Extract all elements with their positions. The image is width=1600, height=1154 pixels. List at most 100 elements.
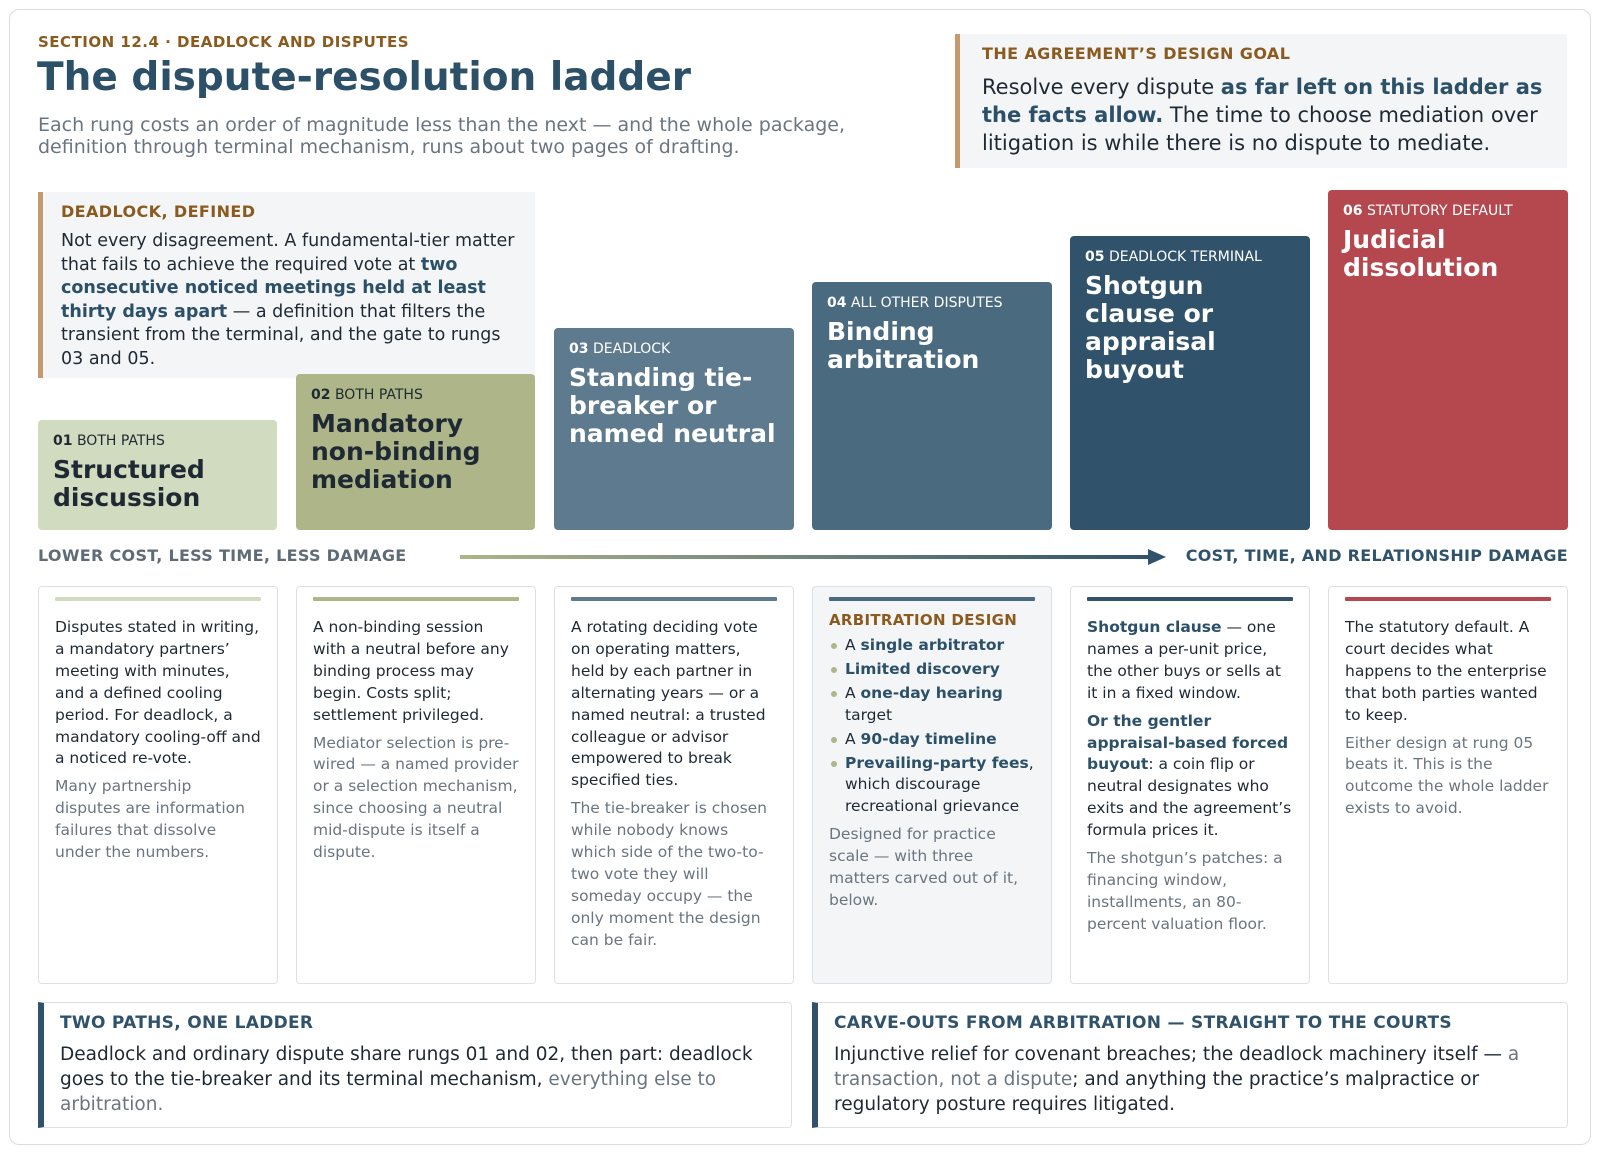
deadlock-defined-bold: two consecutive noticed meetings held at… [61, 254, 486, 322]
shotgun-clause-term: Shotgun clause [1087, 618, 1222, 636]
rung-05-shotgun-buyout: 05 DEADLOCK TERMINAL Shotgun clause or a… [1070, 236, 1310, 530]
rung-path: ALL OTHER DISPUTES [850, 295, 1003, 311]
two-paths-main: Deadlock and ordinary dispute share rung… [60, 1044, 753, 1090]
rung-04-detail-card: ARBITRATION DESIGN A single arbitrator L… [812, 586, 1052, 984]
rung-number: 01 [53, 433, 73, 449]
item-bold: 90-day timeline [860, 729, 997, 748]
carve-outs-label: CARVE-OUTS FROM ARBITRATION — STRAIGHT T… [834, 1013, 1452, 1033]
rung-01-detail-card: Disputes stated in writing, a mandatory … [38, 586, 278, 984]
list-item: A single arbitrator [829, 635, 1035, 657]
arbitration-design-label: ARBITRATION DESIGN [829, 611, 1018, 629]
appraisal-buyout-text: : a coin flip or neutral designates who … [1087, 755, 1292, 840]
appraisal-buyout-term: Or the gentler appraisal-based forced bu… [1087, 711, 1289, 774]
rung-03-tie-breaker: 03 DEADLOCK Standing tie-breaker or name… [554, 328, 794, 530]
carve-outs-muted: a transaction, not a dispute [834, 1044, 1520, 1090]
rung-05-detail-card: Shotgun clause — one names a per-unit pr… [1070, 586, 1310, 984]
card-note-text: Many partnership disputes are informatio… [55, 777, 245, 862]
shotgun-clause-text: — one names a per-unit price, the other … [1087, 618, 1282, 702]
cost-arrow-icon [460, 549, 1166, 565]
rung-path: DEADLOCK [592, 341, 671, 357]
card-note-text: The tie-breaker is chosen while nobody k… [571, 799, 768, 949]
list-item: Limited discovery [829, 659, 1035, 681]
card-main-text: Shotgun clause — one names a per-unit pr… [1087, 617, 1293, 705]
rung-04-arbitration: 04 ALL OTHER DISPUTES Binding arbitratio… [812, 282, 1052, 530]
rung-number: 06 [1343, 203, 1363, 219]
page-title: The dispute-resolution ladder [37, 55, 692, 100]
rung-02-detail-card: A non-binding session with a neutral bef… [296, 586, 536, 984]
deadlock-defined-text: Not every disagreement. A fundamental-ti… [61, 230, 517, 371]
two-paths-label: TWO PATHS, ONE LADDER [60, 1013, 314, 1033]
rung-tag: 04 ALL OTHER DISPUTES [827, 295, 1037, 311]
design-goal-label: THE AGREEMENT’S DESIGN GOAL [982, 44, 1291, 63]
carve-outs-text: Injunctive relief for covenant breaches;… [834, 1042, 1551, 1117]
rung-title: Shotgun clause or appraisal buyout [1085, 271, 1216, 384]
list-item: Prevailing-party fees, which discourage … [829, 753, 1035, 819]
rung-title: Structured discussion [53, 455, 205, 512]
item-pre: A [845, 683, 861, 702]
page-subtitle: Each rung costs an order of magnitude le… [38, 114, 846, 158]
rung-number: 05 [1085, 249, 1105, 265]
design-goal-text-pre: Resolve every dispute [982, 75, 1221, 99]
rung-title: Binding arbitration [827, 317, 980, 374]
rung-tag: 01 BOTH PATHS [53, 433, 262, 449]
deadlock-defined-post: — a definition that filters the transien… [61, 301, 501, 369]
rung-title: Mandatory non-binding mediation [311, 409, 481, 494]
section-eyebrow: SECTION 12.4 · DEADLOCK AND DISPUTES [38, 33, 410, 51]
card-accent-bar [829, 597, 1035, 601]
list-item: A 90-day timeline [829, 729, 1035, 751]
page-frame [9, 9, 1591, 1145]
design-goal-text-bold: as far left on this ladder as the facts … [982, 75, 1543, 127]
item-post: target [845, 705, 893, 724]
item-pre: A [845, 636, 861, 654]
deadlock-defined-pre: Not every disagreement. A fundamental-ti… [61, 231, 515, 275]
list-item: A one-day hearing target [829, 683, 1035, 727]
card-accent-bar [1345, 597, 1551, 601]
design-goal-text-post: The time to choose mediation over litiga… [982, 103, 1538, 155]
axis-high-cost-label: COST, TIME, AND RELATIONSHIP DAMAGE [1185, 546, 1568, 565]
rung-path: DEADLOCK TERMINAL [1108, 249, 1262, 265]
card-note-text: The shotgun’s patches: a financing windo… [1087, 849, 1283, 933]
deadlock-defined-callout: DEADLOCK, DEFINED Not every disagreement… [38, 192, 535, 378]
card-accent-bar [571, 597, 777, 601]
rung-06-judicial-dissolution: 06 STATUTORY DEFAULT Judicial dissolutio… [1328, 190, 1568, 530]
carve-outs-post: ; and anything the practice’s malpractic… [834, 1069, 1480, 1115]
rung-number: 03 [569, 341, 589, 357]
item-bold: Limited discovery [845, 659, 1000, 678]
rung-number: 04 [827, 295, 847, 311]
axis-low-cost-label: LOWER COST, LESS TIME, LESS DAMAGE [38, 546, 407, 565]
card-main-text: The statutory default. A court decides w… [1345, 618, 1547, 724]
arbitration-design-list: A single arbitrator Limited discovery A … [829, 635, 1035, 818]
rung-06-detail-card: The statutory default. A court decides w… [1328, 586, 1568, 984]
item-bold: single arbitrator [860, 636, 1005, 654]
rung-tag: 02 BOTH PATHS [311, 387, 520, 403]
card-accent-bar [313, 597, 519, 601]
two-paths-muted: everything else to arbitration. [60, 1069, 717, 1115]
carve-outs-callout: CARVE-OUTS FROM ARBITRATION — STRAIGHT T… [812, 1002, 1568, 1128]
deadlock-defined-label: DEADLOCK, DEFINED [61, 202, 256, 221]
two-paths-callout: TWO PATHS, ONE LADDER Deadlock and ordin… [38, 1002, 792, 1128]
rung-path: BOTH PATHS [334, 387, 423, 403]
rung-03-detail-card: A rotating deciding vote on operating ma… [554, 586, 794, 984]
item-bold: Prevailing-party fees [845, 753, 1029, 772]
card-note-text: Either design at rung 05 beats it. This … [1345, 733, 1549, 818]
rung-path: STATUTORY DEFAULT [1366, 203, 1513, 219]
item-pre: A [845, 729, 861, 748]
card-note-text: Mediator selection is pre-wired — a name… [313, 733, 519, 862]
rung-tag: 06 STATUTORY DEFAULT [1343, 203, 1553, 219]
two-paths-text: Deadlock and ordinary dispute share rung… [60, 1042, 775, 1117]
design-goal-text: Resolve every dispute as far left on thi… [982, 73, 1545, 157]
carve-outs-pre: Injunctive relief for covenant breaches;… [834, 1044, 1508, 1065]
rung-number: 02 [311, 387, 331, 403]
card-main-text: Disputes stated in writing, a mandatory … [55, 618, 261, 768]
rung-path: BOTH PATHS [76, 433, 165, 449]
card-main-text: A non-binding session with a neutral bef… [313, 618, 509, 724]
card-main-text-2: Or the gentler appraisal-based forced bu… [1087, 711, 1293, 842]
rung-title: Judicial dissolution [1343, 225, 1499, 282]
card-note-text: Designed for practice scale — with three… [829, 825, 1019, 909]
rung-title: Standing tie-breaker or named neutral [569, 363, 776, 448]
card-accent-bar [1087, 597, 1293, 601]
rung-02-mediation: 02 BOTH PATHS Mandatory non-binding medi… [296, 374, 535, 530]
rung-tag: 05 DEADLOCK TERMINAL [1085, 249, 1295, 265]
card-accent-bar [55, 597, 261, 601]
card-main-text: A rotating deciding vote on operating ma… [571, 618, 766, 790]
